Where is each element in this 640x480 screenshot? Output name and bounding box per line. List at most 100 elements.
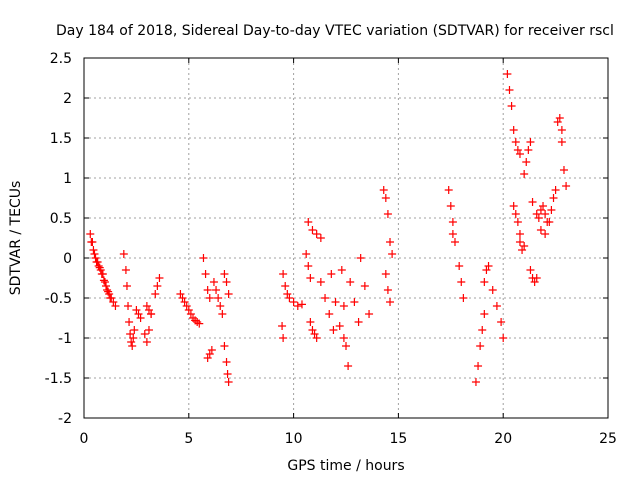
data-point [222, 358, 231, 366]
data-point [134, 310, 143, 318]
series-seg35 [509, 202, 524, 238]
data-point [448, 230, 457, 238]
series-seg09 [199, 254, 214, 302]
series-seg43 [557, 138, 571, 190]
data-point [316, 278, 325, 286]
data-point [455, 262, 464, 270]
series-seg19 [306, 318, 321, 342]
data-point [532, 210, 541, 218]
data-point [386, 298, 395, 306]
series-seg03 [119, 250, 139, 350]
series-seg02 [87, 238, 115, 302]
x-tick-label: 0 [80, 431, 89, 447]
data-point [329, 326, 338, 334]
series-seg32 [480, 262, 493, 286]
data-point [513, 218, 522, 226]
data-point [524, 146, 533, 154]
data-point [562, 182, 571, 190]
data-point [444, 186, 453, 194]
data-point [220, 270, 229, 278]
data-point [193, 318, 202, 326]
data-point [199, 254, 208, 262]
data-point [279, 270, 288, 278]
data-point [539, 202, 548, 210]
x-tick-label: 5 [184, 431, 193, 447]
series-seg26 [381, 270, 395, 306]
series-seg04 [132, 306, 145, 322]
data-point [381, 194, 390, 202]
data-point [507, 102, 516, 110]
series-seg40 [534, 202, 552, 226]
data-point [553, 118, 562, 126]
data-point [279, 334, 288, 342]
y-tick-label: 2.5 [50, 51, 72, 67]
series-seg20 [316, 278, 338, 334]
data-point [383, 286, 392, 294]
data-point [99, 276, 108, 285]
data-point [331, 298, 340, 306]
data-point [214, 294, 223, 302]
data-point [212, 286, 221, 294]
series-seg12 [220, 270, 233, 298]
data-point [325, 310, 334, 318]
data-point [100, 278, 109, 286]
data-point [121, 266, 130, 274]
data-point [91, 254, 100, 262]
data-point [147, 310, 156, 318]
y-axis-ticks: -2 -1.5 -1 -0.5 0 0.5 1 1.5 2 2.5 [45, 51, 608, 427]
data-point [526, 266, 535, 274]
data-point [499, 334, 508, 342]
series-seg22 [337, 266, 353, 370]
data-point [509, 202, 518, 210]
series-seg13 [220, 342, 233, 386]
series-seg18 [302, 250, 315, 282]
x-tick-label: 10 [285, 431, 303, 447]
data-point [350, 298, 359, 306]
data-point [306, 274, 315, 282]
data-point [178, 294, 187, 302]
data-point [559, 166, 568, 174]
data-point [128, 342, 137, 350]
data-point [283, 290, 292, 298]
data-point [386, 238, 395, 246]
data-point [530, 278, 539, 286]
data-point [205, 294, 214, 302]
y-tick-label: -2 [58, 411, 72, 427]
data-point [476, 342, 485, 350]
data-point [536, 206, 545, 214]
series-seg05 [140, 310, 156, 346]
series-seg39 [528, 198, 550, 238]
data-point [484, 262, 493, 270]
data-point [522, 158, 531, 166]
data-point [144, 326, 153, 334]
data-point [289, 298, 298, 306]
data-point [304, 218, 313, 226]
data-point [308, 326, 317, 334]
series-seg15 [278, 322, 288, 342]
series-seg31 [471, 310, 489, 386]
data-point [130, 326, 139, 334]
data-point [205, 350, 214, 358]
data-point [224, 378, 233, 386]
data-point [278, 322, 287, 330]
series-seg17 [304, 218, 325, 242]
y-axis-label: SDTVAR / TECUs [8, 181, 24, 296]
data-points [86, 70, 571, 386]
series-seg30 [455, 262, 468, 302]
data-point [509, 126, 518, 134]
data-point [513, 146, 522, 154]
data-point [555, 114, 564, 122]
data-point [497, 318, 506, 326]
data-point [218, 310, 227, 318]
series-seg36 [515, 238, 529, 254]
data-point [222, 278, 231, 286]
data-point [207, 346, 216, 354]
data-point [471, 378, 480, 386]
series-seg41 [545, 186, 560, 226]
data-point [203, 286, 212, 294]
data-point [503, 70, 512, 78]
x-tick-label: 25 [599, 431, 617, 447]
data-point [551, 186, 560, 194]
data-point [310, 330, 319, 338]
